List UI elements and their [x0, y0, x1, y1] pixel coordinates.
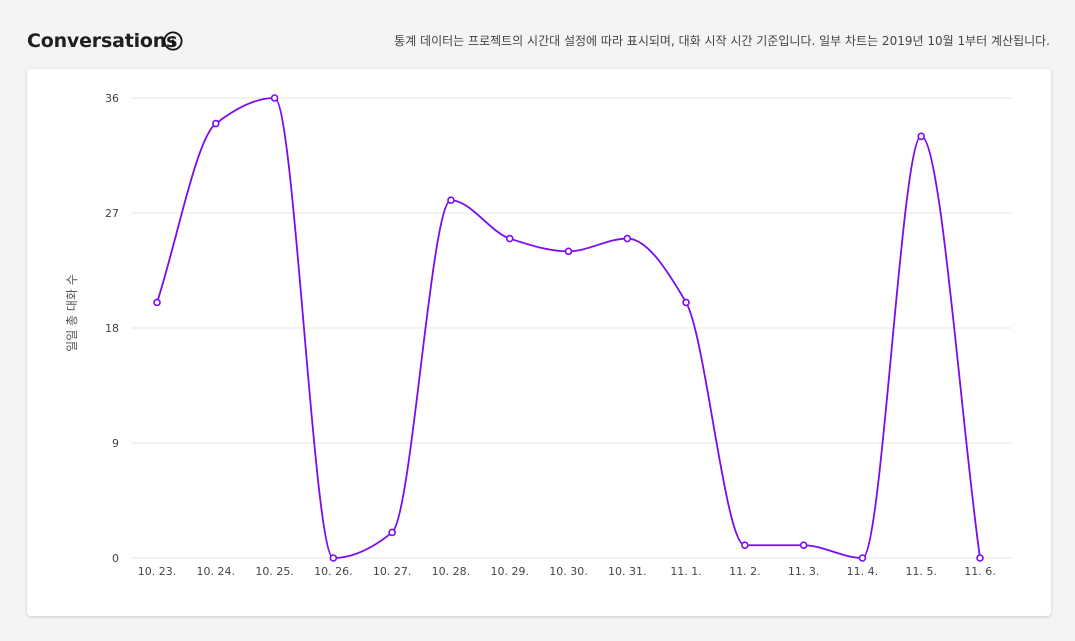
- data-point[interactable]: [976, 554, 984, 562]
- timezone-note: 통계 데이터는 프로젝트의 시간대 설정에 따라 표시되며, 대화 시작 시간 …: [394, 34, 1050, 48]
- data-point[interactable]: [858, 554, 867, 562]
- data-point[interactable]: [505, 234, 514, 243]
- x-tick-label: 11. 6.: [964, 565, 996, 578]
- y-tick-label: 18: [105, 322, 119, 335]
- x-tick-label: 10. 30.: [549, 565, 587, 578]
- data-point[interactable]: [153, 298, 161, 307]
- x-tick-label: 10. 29.: [490, 565, 528, 578]
- data-point[interactable]: [741, 541, 749, 550]
- grid-lines: [131, 97, 1011, 559]
- x-tick-label: 10. 31.: [608, 565, 646, 578]
- info-circle-icon[interactable]: [163, 31, 183, 51]
- data-point[interactable]: [388, 528, 396, 537]
- data-point[interactable]: [329, 554, 338, 562]
- data-point[interactable]: [623, 234, 632, 243]
- x-tick-label: 10. 26.: [314, 565, 352, 578]
- data-point[interactable]: [917, 132, 926, 141]
- y-tick-label: 9: [112, 437, 119, 450]
- x-tick-label: 11. 2.: [729, 565, 761, 578]
- data-point[interactable]: [447, 196, 455, 205]
- y-axis-label: 일일 총 대화 수: [65, 274, 79, 352]
- x-tick-label: 10. 23.: [138, 565, 176, 578]
- chart-card: 0 9 18 27 36 10. 23. 10. 24. 10. 25. 10. 26. 10.…: [27, 69, 1051, 616]
- x-axis-ticks: 10. 23. 10. 24. 10. 25. 10. 26. 10. 27. 10. 2…: [138, 565, 996, 578]
- x-tick-label: 10. 25.: [255, 565, 293, 578]
- data-point[interactable]: [564, 247, 573, 256]
- data-points: [153, 94, 984, 562]
- chart-header: Conversations 통계 데이터는 프로젝트의 시간대 설정에 따라 표…: [27, 28, 1051, 54]
- page-title: Conversations: [27, 30, 178, 52]
- x-tick-label: 10. 24.: [197, 565, 235, 578]
- x-tick-label: 10. 27.: [373, 565, 411, 578]
- x-tick-label: 10. 28.: [432, 565, 470, 578]
- y-tick-label: 36: [105, 92, 119, 105]
- x-tick-label: 11. 1.: [670, 565, 702, 578]
- data-point[interactable]: [211, 119, 220, 128]
- y-axis-ticks: 0 9 18 27 36: [105, 92, 119, 565]
- y-tick-label: 0: [112, 552, 119, 565]
- x-tick-label: 11. 5.: [905, 565, 937, 578]
- x-tick-label: 11. 3.: [788, 565, 820, 578]
- data-point[interactable]: [682, 298, 690, 307]
- x-tick-label: 11. 4.: [847, 565, 879, 578]
- data-point[interactable]: [799, 541, 808, 550]
- data-point[interactable]: [270, 94, 279, 102]
- y-tick-label: 27: [105, 207, 119, 220]
